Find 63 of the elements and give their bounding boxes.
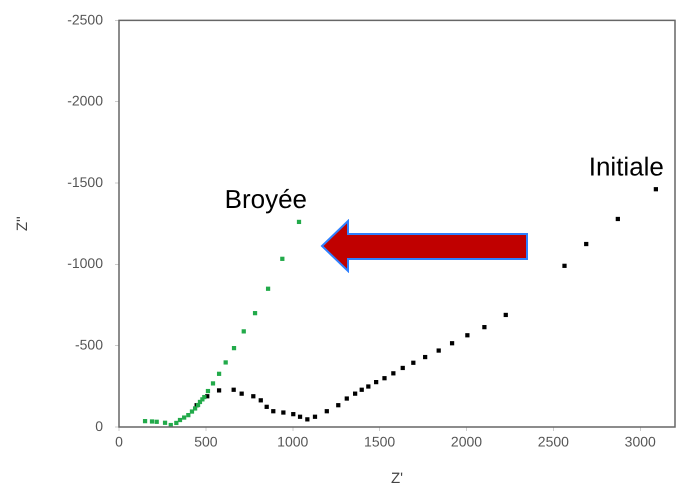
point [224,360,228,365]
point [465,333,470,338]
point [504,312,508,318]
point [182,415,186,420]
x-tick-label: 3000 [624,433,656,450]
point [423,354,428,360]
x-tick-label: 0 [115,433,124,450]
y-tick-label: -2500 [67,11,104,28]
y-tick-label: -500 [74,336,104,353]
point [258,398,263,402]
point [291,412,296,416]
point [312,414,318,419]
point [366,384,370,389]
point [264,404,269,409]
point [232,388,236,392]
point [142,419,148,424]
point [344,396,349,401]
point [280,256,284,261]
point [281,410,286,415]
point [400,366,405,370]
x-tick-label: 1500 [364,433,396,450]
point [482,325,487,330]
point [168,422,173,427]
y-tick-label: -1000 [67,255,104,272]
y-axis-title: Z'' [14,216,32,232]
point [298,414,302,419]
point [654,187,658,192]
y-tick-label: -1500 [67,174,104,190]
series-label: Initiale [588,151,664,182]
point [305,417,310,422]
point [411,360,416,365]
x-tick-label: 1000 [277,433,309,450]
point [174,420,178,426]
point [240,392,244,396]
point [353,392,358,396]
point [252,311,258,316]
x-axis-title: Z' [390,470,404,488]
point [202,394,206,400]
point [374,380,378,384]
point [271,409,276,414]
point [436,348,441,353]
y-tick-label: -2000 [67,92,104,109]
point [162,420,168,425]
point [324,409,329,414]
point [336,403,340,408]
point [562,264,567,268]
y-tick-label: 0 [95,418,104,434]
series-label: Broyée [224,184,308,214]
point [584,242,588,246]
point [616,216,620,222]
x-tick-label: 2500 [538,433,570,450]
point [242,329,246,334]
point [450,341,454,346]
point [391,371,396,376]
point [186,413,190,418]
x-tick-label: 500 [194,433,218,450]
point [154,420,159,424]
point [251,394,256,398]
point [360,388,364,392]
point [382,376,387,380]
point [216,372,222,376]
x-tick-label: 2000 [450,433,482,450]
point [266,286,270,291]
